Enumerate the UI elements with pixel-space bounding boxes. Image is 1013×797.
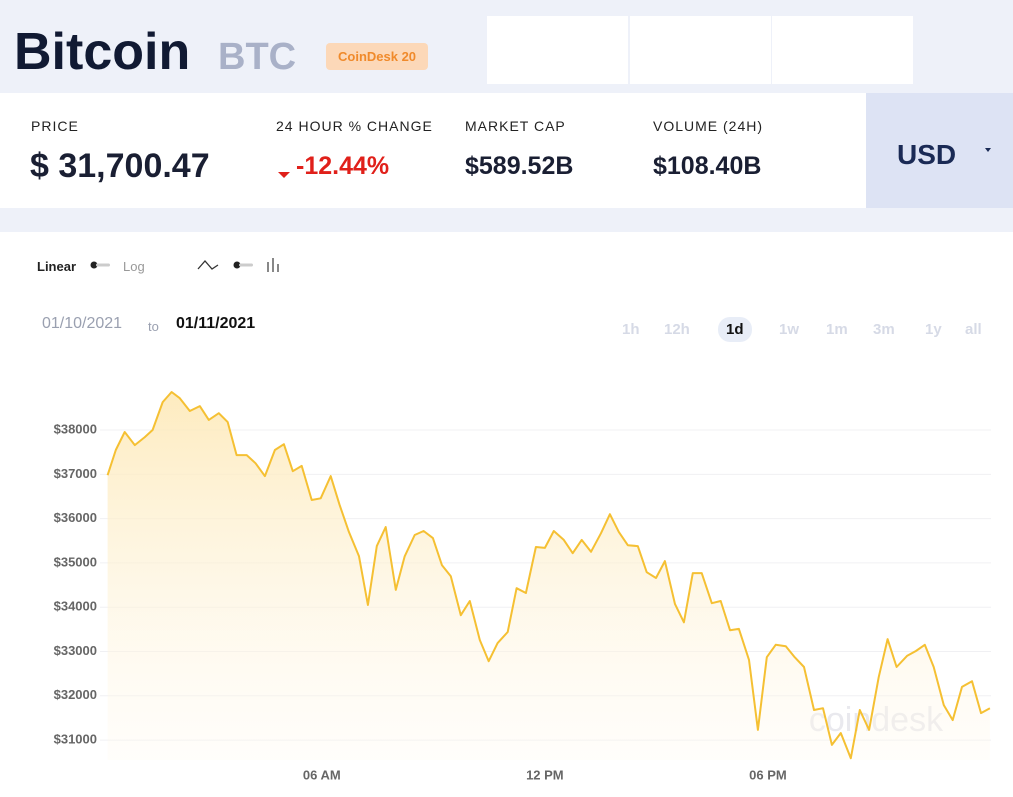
y-tick-label: $32000 (54, 687, 97, 702)
range-button[interactable]: 1y (925, 321, 942, 338)
change: -12.44% (296, 152, 390, 180)
y-tick-label: $36000 (54, 510, 97, 525)
stat-label: PRICE (31, 118, 79, 134)
dropdown-caret (985, 148, 991, 152)
range-button[interactable]: 3m (873, 321, 895, 338)
y-tick-label: $31000 (54, 732, 97, 747)
range-button[interactable]: 1h (622, 321, 640, 338)
date-from[interactable]: 01/10/2021 (42, 315, 123, 332)
date-to[interactable]: 01/11/2021 (176, 315, 256, 332)
stats-row (13, 93, 866, 208)
divider-band (0, 208, 1013, 232)
y-tick-label: $38000 (54, 421, 97, 436)
index-badge[interactable]: CoinDesk 20 (326, 43, 429, 70)
log-option[interactable]: Log (123, 259, 145, 274)
y-tick-label: $33000 (54, 643, 97, 658)
coin-title: Bitcoin (14, 23, 191, 81)
toggles[interactable] (88, 258, 288, 278)
range-button[interactable]: 1d (718, 317, 752, 342)
volume: $108.40B (653, 152, 762, 180)
range-button[interactable]: 1w (779, 321, 800, 338)
currency[interactable]: USD (897, 139, 957, 170)
range-button[interactable]: 12h (664, 321, 690, 338)
range-button[interactable]: 1m (826, 321, 848, 338)
stat-label: 24 HOUR % CHANGE (276, 118, 433, 134)
market-cap: $589.52B (465, 152, 574, 180)
price-line (106, 391, 991, 760)
range-button[interactable]: all (965, 321, 982, 338)
linear-option[interactable]: Linear (37, 259, 77, 274)
y-tick-label: $35000 (54, 554, 97, 569)
placeholder-box (487, 16, 628, 84)
date-sep: to (148, 319, 159, 334)
x-tick-label: 06 AM (303, 767, 341, 782)
y-tick-label: $34000 (54, 599, 97, 614)
price: $ 31,700.47 (30, 147, 210, 185)
y-tick-label: $37000 (54, 466, 97, 481)
placeholder-box (630, 16, 771, 84)
x-tick-label: 06 PM (749, 767, 787, 782)
placeholder-box (772, 16, 913, 84)
stat-label: MARKET CAP (465, 118, 566, 134)
down-arrow (278, 172, 290, 178)
coin-symbol: BTC (218, 36, 297, 78)
x-tick-label: 12 PM (526, 767, 564, 782)
stat-label: VOLUME (24H) (653, 118, 764, 134)
